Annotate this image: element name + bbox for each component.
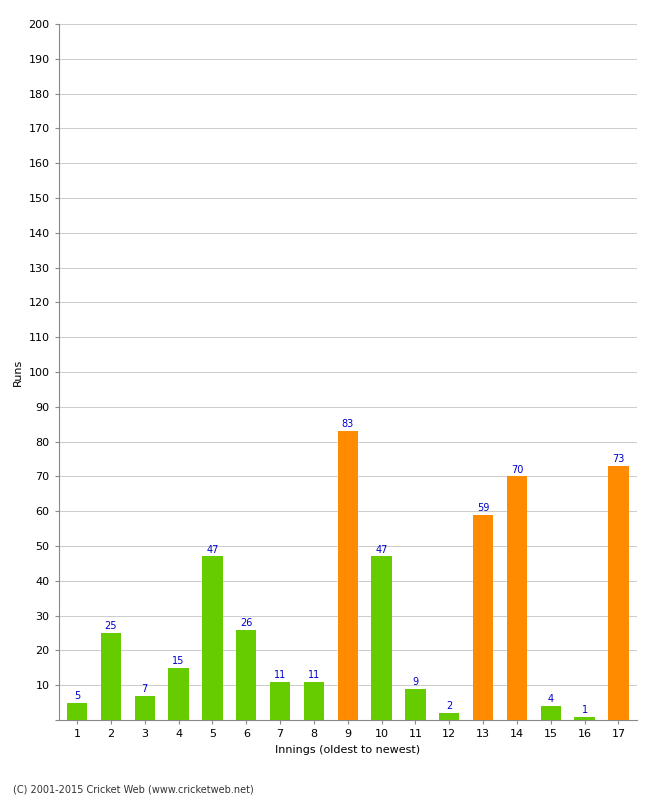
Text: (C) 2001-2015 Cricket Web (www.cricketweb.net): (C) 2001-2015 Cricket Web (www.cricketwe…	[13, 784, 254, 794]
Text: 11: 11	[274, 670, 286, 680]
Bar	[473, 514, 493, 720]
Bar	[439, 713, 460, 720]
Bar	[135, 696, 155, 720]
X-axis label: Innings (oldest to newest): Innings (oldest to newest)	[275, 745, 421, 754]
Bar	[67, 702, 87, 720]
Bar	[168, 668, 188, 720]
Bar	[371, 557, 392, 720]
Text: 5: 5	[74, 691, 80, 701]
Bar	[608, 466, 629, 720]
Text: 2: 2	[446, 702, 452, 711]
Bar	[101, 633, 121, 720]
Text: 47: 47	[376, 545, 388, 554]
Text: 9: 9	[412, 677, 419, 687]
Bar	[202, 557, 222, 720]
Bar	[304, 682, 324, 720]
Y-axis label: Runs: Runs	[13, 358, 23, 386]
Bar	[507, 477, 527, 720]
Bar	[575, 717, 595, 720]
Bar	[270, 682, 291, 720]
Text: 59: 59	[477, 503, 489, 513]
Text: 70: 70	[511, 465, 523, 474]
Bar	[405, 689, 426, 720]
Text: 73: 73	[612, 454, 625, 464]
Bar	[541, 706, 561, 720]
Text: 11: 11	[308, 670, 320, 680]
Bar	[236, 630, 256, 720]
Bar	[337, 431, 358, 720]
Text: 7: 7	[142, 684, 148, 694]
Text: 26: 26	[240, 618, 252, 628]
Text: 1: 1	[582, 705, 588, 714]
Text: 47: 47	[206, 545, 218, 554]
Text: 15: 15	[172, 656, 185, 666]
Text: 83: 83	[342, 419, 354, 430]
Text: 25: 25	[105, 622, 117, 631]
Text: 4: 4	[548, 694, 554, 704]
